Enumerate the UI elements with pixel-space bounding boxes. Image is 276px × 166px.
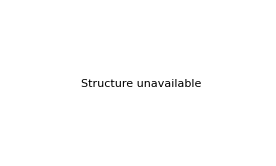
Text: Structure unavailable: Structure unavailable — [81, 79, 202, 89]
